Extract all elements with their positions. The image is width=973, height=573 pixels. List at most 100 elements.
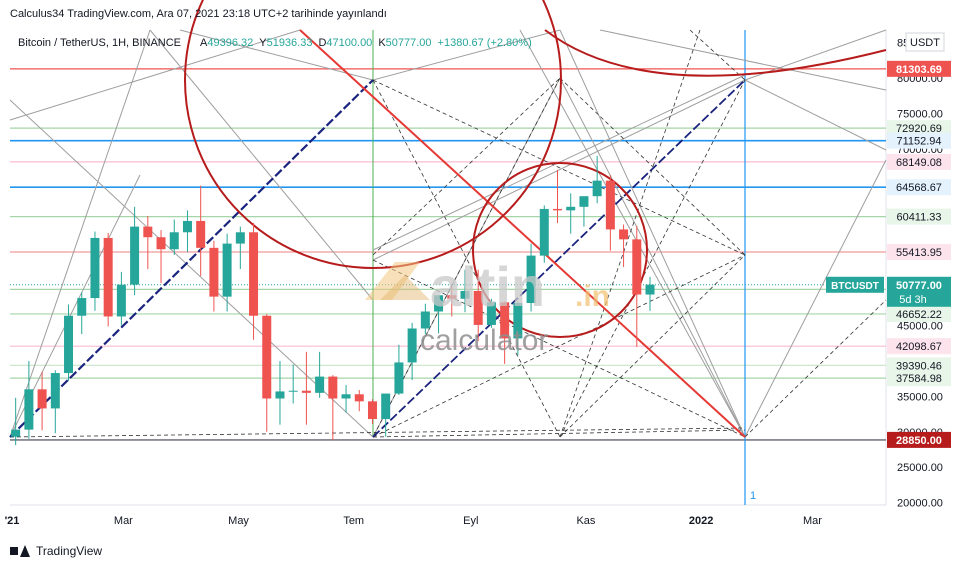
guide-line bbox=[9, 29, 151, 438]
watermark-suffix: .in bbox=[575, 280, 610, 313]
red-arc-right bbox=[544, 29, 887, 77]
x-tick-label: Mar bbox=[803, 515, 822, 527]
level-badge: 37584.98 bbox=[896, 373, 942, 385]
candle-body bbox=[328, 376, 338, 399]
y-tick-label: 45000.00 bbox=[897, 321, 943, 333]
candle-body bbox=[539, 208, 549, 256]
candle-body bbox=[645, 284, 655, 295]
y-tick-label: 75000.00 bbox=[897, 108, 943, 120]
y-tick-label: 20000.00 bbox=[897, 498, 943, 510]
candle-body bbox=[90, 237, 100, 299]
candle-body bbox=[420, 311, 430, 329]
guide-line bbox=[9, 99, 374, 438]
guide-line bbox=[744, 79, 887, 151]
candle-body bbox=[341, 394, 351, 399]
candle-body bbox=[434, 295, 444, 312]
candle-body bbox=[473, 290, 483, 325]
drawings-layer bbox=[9, 0, 887, 505]
level-badge: 68149.08 bbox=[896, 157, 942, 169]
guide-line bbox=[559, 77, 746, 438]
candle-body bbox=[315, 376, 325, 393]
candle-body bbox=[513, 303, 523, 339]
ohlc-open-label: A bbox=[200, 37, 208, 49]
level-badge: 60411.33 bbox=[896, 212, 941, 224]
symbol-badge-box bbox=[826, 276, 884, 293]
candle-body bbox=[262, 315, 272, 399]
dashed-guide-line bbox=[559, 254, 746, 438]
candle-body bbox=[486, 302, 496, 325]
candle-body bbox=[37, 389, 47, 409]
level-badge: 81303.69 bbox=[896, 64, 942, 76]
guide-line bbox=[599, 29, 887, 91]
red-circle-small bbox=[472, 162, 648, 338]
level-badge-box bbox=[887, 153, 951, 170]
x-tick-label: '21 bbox=[5, 515, 20, 527]
x-tick-label: Eyl bbox=[463, 515, 478, 527]
candle-body bbox=[407, 328, 417, 363]
dashed-guide-line bbox=[372, 259, 746, 438]
watermark-brand: altin bbox=[430, 255, 545, 318]
level-badge: 71152.94 bbox=[896, 136, 941, 148]
dashed-guide-line bbox=[689, 29, 746, 81]
level-badge-box bbox=[887, 305, 951, 322]
watermark-logo-shape bbox=[365, 262, 420, 300]
candle-body bbox=[460, 290, 470, 299]
x-tick-label: Kas bbox=[576, 515, 595, 527]
navy-trendline bbox=[9, 79, 374, 438]
candle-body bbox=[500, 302, 510, 339]
candle-body bbox=[275, 391, 285, 399]
candle-body bbox=[249, 232, 259, 316]
last-price-badge-box bbox=[887, 276, 951, 307]
watermark: altin .in calculator bbox=[365, 255, 610, 357]
level-badge-box bbox=[887, 179, 951, 196]
level-badge: 28850.00 bbox=[896, 435, 942, 447]
candle-body bbox=[592, 180, 602, 197]
candle-body bbox=[182, 220, 192, 233]
candles-layer bbox=[11, 155, 655, 446]
dashed-guide-line bbox=[372, 79, 746, 256]
symbol-title: Bitcoin / TetherUS, 1H, BINANCE bbox=[18, 37, 181, 49]
ohlc-high: 51936.33 bbox=[267, 37, 313, 49]
candle-body bbox=[169, 232, 179, 250]
level-badge-box bbox=[887, 132, 951, 149]
candle-body bbox=[579, 196, 589, 207]
dashed-guide-line bbox=[372, 254, 746, 438]
ohlc-change: +1380.67 (+2.80%) bbox=[438, 37, 532, 49]
guide-line bbox=[9, 29, 301, 121]
guide-line bbox=[149, 29, 374, 301]
candle-body bbox=[553, 208, 562, 211]
candle-body bbox=[632, 239, 642, 295]
watermark-sub: calculator bbox=[420, 324, 548, 357]
candle-body bbox=[130, 226, 140, 285]
x-tick-label: Mar bbox=[114, 515, 133, 527]
ohlc-close: 50777.00 bbox=[386, 37, 432, 49]
ohlc-high-label: Y bbox=[259, 37, 267, 49]
dashed-guide-line bbox=[559, 77, 746, 256]
ohlc-low: 47100.00 bbox=[326, 37, 372, 49]
candle-body bbox=[11, 429, 21, 437]
candle-body bbox=[24, 389, 34, 430]
candle-body bbox=[196, 220, 206, 248]
dashed-guide-line bbox=[744, 299, 887, 438]
candle-body bbox=[156, 237, 166, 250]
level-badge-box bbox=[887, 243, 951, 260]
tradingview-logo-icon bbox=[10, 545, 32, 557]
candle-body bbox=[64, 315, 74, 374]
currency-badge-box[interactable] bbox=[905, 32, 945, 52]
level-badge: 42098.67 bbox=[896, 341, 942, 353]
level-badge: 55413.95 bbox=[896, 247, 942, 259]
x-tick-label: Tem bbox=[343, 515, 364, 527]
candle-body bbox=[301, 390, 311, 393]
last-price-value: 50777.00 bbox=[896, 280, 942, 292]
dashed-guide-line bbox=[559, 29, 701, 438]
candle-body bbox=[367, 401, 377, 420]
candle-body bbox=[235, 232, 245, 244]
level-badge: 72920.69 bbox=[896, 123, 942, 135]
candle-body bbox=[222, 243, 232, 297]
red-trendline bbox=[299, 29, 746, 438]
candle-body bbox=[619, 229, 629, 240]
candle-body bbox=[103, 237, 113, 317]
currency-badge[interactable]: USDT bbox=[910, 37, 940, 49]
dashed-guide-line bbox=[372, 77, 561, 256]
